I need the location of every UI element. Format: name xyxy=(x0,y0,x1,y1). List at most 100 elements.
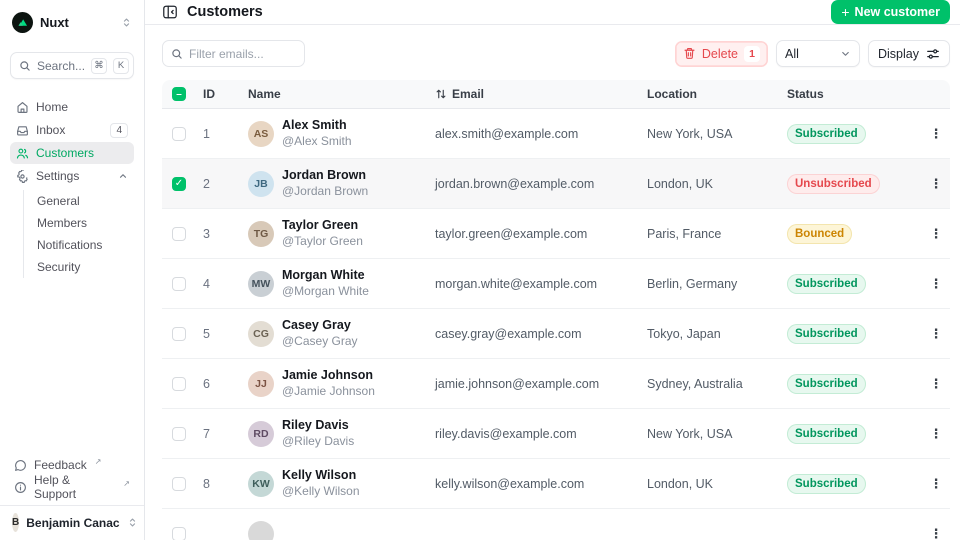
row-name-cell: JJ Jamie Johnson @Jamie Johnson xyxy=(240,368,425,399)
status-filter-select[interactable]: All xyxy=(776,40,860,67)
inbox-count-badge: 4 xyxy=(110,122,128,138)
table-row[interactable]: 1 AS Alex Smith @Alex Smith alex.smith@e… xyxy=(162,109,950,159)
select-all-checkbox[interactable]: – xyxy=(162,87,192,101)
row-checkbox[interactable] xyxy=(172,426,186,441)
avatar: KW xyxy=(248,470,274,497)
row-checkbox[interactable] xyxy=(172,476,186,491)
row-actions-menu[interactable]: ⋮ xyxy=(929,325,943,341)
table-row[interactable]: 5 CG Casey Gray @Casey Gray casey.gray@e… xyxy=(162,309,950,359)
toolbar-actions: Delete 1 All Display xyxy=(674,40,950,67)
table-row[interactable]: 4 MW Morgan White @Morgan White morgan.w… xyxy=(162,259,950,309)
customer-handle: @Jordan Brown xyxy=(282,183,369,198)
table-row[interactable]: 8 KW Kelly Wilson @Kelly Wilson kelly.wi… xyxy=(162,459,950,509)
delete-button[interactable]: Delete 1 xyxy=(674,40,768,67)
status-badge: Subscribed xyxy=(787,323,866,344)
table-header-row: – ID Name Email Location Status xyxy=(162,80,950,109)
table-row[interactable]: 6 JJ Jamie Johnson @Jamie Johnson jamie.… xyxy=(162,359,950,409)
table-body: 1 AS Alex Smith @Alex Smith alex.smith@e… xyxy=(162,109,950,540)
new-customer-button[interactable]: + New customer xyxy=(831,0,950,24)
row-location: Berlin, Germany xyxy=(647,276,738,291)
feedback-link[interactable]: Feedback ↗ xyxy=(10,454,134,476)
customer-handle: @Kelly Wilson xyxy=(282,483,360,498)
customer-name: Riley Davis xyxy=(282,418,349,433)
external-link-icon: ↗ xyxy=(123,479,130,488)
row-checkbox[interactable] xyxy=(172,376,186,391)
customer-name: Kelly Wilson xyxy=(282,468,357,483)
avatar: JJ xyxy=(248,370,274,397)
customer-handle: @Casey Gray xyxy=(282,333,358,348)
row-actions-menu[interactable]: ⋮ xyxy=(929,225,943,241)
workspace-switcher[interactable]: Nuxt xyxy=(10,10,134,35)
page-header: Customers + New customer xyxy=(145,0,960,25)
row-id: 7 xyxy=(203,426,210,441)
trash-icon xyxy=(683,47,696,60)
row-checkbox[interactable] xyxy=(172,326,186,341)
sidebar-item-members[interactable]: Members xyxy=(37,216,88,230)
row-actions-menu[interactable]: ⋮ xyxy=(929,125,943,141)
row-name-cell: TG Taylor Green @Taylor Green xyxy=(240,218,425,249)
row-email: taylor.green@example.com xyxy=(435,226,588,241)
status-badge xyxy=(787,522,803,540)
customer-name: Alex Smith xyxy=(282,118,347,133)
status-badge: Bounced xyxy=(787,223,853,244)
user-menu[interactable]: B Benjamin Canac xyxy=(10,513,135,532)
row-location: New York, USA xyxy=(647,126,733,141)
help-support-link[interactable]: Help & Support ↗ xyxy=(10,473,134,501)
sidebar-item-settings[interactable]: Settings xyxy=(10,165,134,187)
row-actions-menu[interactable]: ⋮ xyxy=(929,175,943,191)
sidebar-spacer xyxy=(10,278,134,454)
row-actions-menu[interactable]: ⋮ xyxy=(929,375,943,391)
status-badge: Subscribed xyxy=(787,423,866,444)
row-checkbox[interactable] xyxy=(172,226,186,241)
search-input[interactable]: Search... ⌘ K xyxy=(10,52,134,79)
column-header-id: ID xyxy=(203,87,215,101)
sidebar-item-home[interactable]: Home xyxy=(10,96,134,118)
inbox-icon xyxy=(16,124,29,137)
page-title: Customers xyxy=(187,4,263,20)
column-header-email[interactable]: Email xyxy=(425,87,637,101)
row-email: morgan.white@example.com xyxy=(435,276,598,291)
row-name-cell: KW Kelly Wilson @Kelly Wilson xyxy=(240,468,425,499)
row-email: jamie.johnson@example.com xyxy=(435,376,600,391)
sidebar-item-notifications[interactable]: Notifications xyxy=(37,238,103,252)
row-email: kelly.wilson@example.com xyxy=(435,476,585,491)
search-icon xyxy=(171,48,183,60)
table-row[interactable]: 3 TG Taylor Green @Taylor Green taylor.g… xyxy=(162,209,950,259)
table-row[interactable]: ✓ 2 JB Jordan Brown @Jordan Brown jordan… xyxy=(162,159,950,209)
display-button[interactable]: Display xyxy=(868,40,950,67)
search-icon xyxy=(19,60,31,72)
row-actions-menu[interactable]: ⋮ xyxy=(929,525,943,540)
column-header-name: Name xyxy=(248,87,281,101)
kbd-cmd: ⌘ xyxy=(91,57,108,74)
row-location: London, UK xyxy=(647,476,714,491)
sidebar-item-general[interactable]: General xyxy=(37,194,80,208)
row-checkbox[interactable]: ✓ xyxy=(172,176,186,191)
column-header-location: Location xyxy=(647,87,697,101)
sidebar-item-security[interactable]: Security xyxy=(37,260,81,274)
row-checkbox[interactable] xyxy=(172,526,186,540)
row-actions-menu[interactable]: ⋮ xyxy=(929,425,943,441)
row-checkbox[interactable] xyxy=(172,276,186,291)
row-name-cell: AS Alex Smith @Alex Smith xyxy=(240,118,425,149)
search-placeholder: Search... xyxy=(37,58,86,73)
users-icon xyxy=(16,147,29,160)
filter-emails-input[interactable]: Filter emails... xyxy=(162,40,305,67)
sidebar-nav: Home Inbox 4 Customers Settings xyxy=(10,96,134,278)
table-row-partial[interactable]: ⋮ xyxy=(162,509,950,540)
sidebar-collapse-icon[interactable] xyxy=(162,4,178,20)
row-id: 5 xyxy=(203,326,210,341)
row-checkbox[interactable] xyxy=(172,126,186,141)
avatar: MW xyxy=(248,270,274,297)
sidebar-item-inbox[interactable]: Inbox 4 xyxy=(10,119,134,141)
avatar xyxy=(248,520,274,540)
row-email: riley.davis@example.com xyxy=(435,426,577,441)
table-row[interactable]: 7 RD Riley Davis @Riley Davis riley.davi… xyxy=(162,409,950,459)
row-email: casey.gray@example.com xyxy=(435,326,582,341)
row-actions-menu[interactable]: ⋮ xyxy=(929,475,943,491)
row-actions-menu[interactable]: ⋮ xyxy=(929,275,943,291)
home-icon xyxy=(16,101,29,114)
row-id: 3 xyxy=(203,226,210,241)
avatar: AS xyxy=(248,120,274,147)
row-id: 4 xyxy=(203,276,210,291)
sidebar-item-customers[interactable]: Customers xyxy=(10,142,134,164)
